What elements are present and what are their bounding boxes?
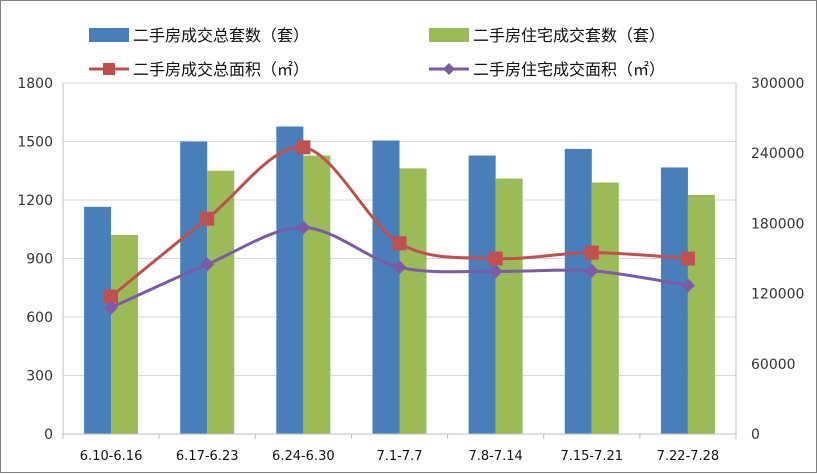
point-residential-area [392,260,407,275]
legend-swatch [429,28,469,42]
bar-total-units [660,167,688,434]
y-right-tick-label: 0 [751,427,760,443]
y-right-tick-label: 180000 [751,216,804,232]
y-right-tick-label: 60000 [751,357,796,373]
x-tick-label: 7.1-7.7 [376,449,422,464]
y-left-tick-label: 600 [26,310,53,326]
point-total-area [200,211,215,226]
y-left-tick-label: 1200 [17,193,53,209]
point-residential-area [680,278,695,293]
point-total-area [680,251,695,266]
legend-label: 二手房成交总套数（套） [133,26,309,45]
x-tick-label: 7.8-7.14 [468,449,522,464]
legend-label: 二手房住宅成交套数（套） [473,26,665,45]
y-left-tick-label: 1800 [17,76,53,92]
bar-residential-units [399,168,427,434]
legend-label: 二手房成交总面积（㎡） [133,60,309,79]
point-total-area [488,251,503,266]
legend: 二手房成交总套数（套） 二手房住宅成交套数（套） 二手房成交总面积（㎡） 二手房住宅成… [89,26,665,79]
legend-item: 二手房住宅成交套数（套） [429,26,665,45]
point-residential-area [104,300,119,315]
point-residential-area [200,257,215,272]
bar-residential-units [495,178,523,434]
bar-total-units [84,206,112,434]
bar-residential-units [111,234,139,434]
legend-item: 二手房住宅成交面积（㎡） [429,60,665,79]
point-total-area [584,245,599,260]
y-left-tick-label: 0 [44,427,53,443]
bar-residential-units [207,170,235,434]
x-tick-label: 6.10-6.16 [80,449,143,464]
y-left-tick-label: 900 [26,252,53,268]
y-right-tick-label: 120000 [751,287,804,303]
bar-total-units [276,126,304,435]
x-tick-label: 6.24-6.30 [272,449,335,464]
point-total-area [104,289,119,304]
legend-item: 二手房成交总面积（㎡） [89,60,309,79]
y-left-tick-label: 300 [26,369,53,385]
y-right-tick-label: 300000 [751,76,804,92]
legend-swatch [89,28,129,42]
bar-total-units [372,140,400,434]
bar-residential-units [687,194,715,434]
legend-marker [103,63,115,75]
point-residential-area [584,263,599,278]
x-tick-label: 6.17-6.23 [176,449,239,464]
point-residential-area [296,220,311,235]
point-total-area [392,236,407,251]
x-tick-label: 7.22-7.28 [657,449,720,464]
bar-total-units [180,141,208,434]
y-right-tick-label: 240000 [751,146,804,162]
point-total-area [296,140,311,155]
bar-residential-units [303,155,331,435]
bars [84,126,715,435]
legend-item: 二手房成交总套数（套） [89,26,309,45]
x-tick-label: 7.15-7.21 [560,449,623,464]
lines [104,140,695,315]
bar-total-units [468,155,496,435]
axes: 0 300 600 900 1200 1500 1800 0 60000 120000 180000… [17,76,804,464]
point-residential-area [488,264,503,279]
legend-marker [443,63,455,75]
legend-label: 二手房住宅成交面积（㎡） [473,60,665,79]
bar-total-units [564,148,592,434]
y-left-tick-label: 1500 [17,135,53,151]
bar-residential-units [591,182,619,434]
